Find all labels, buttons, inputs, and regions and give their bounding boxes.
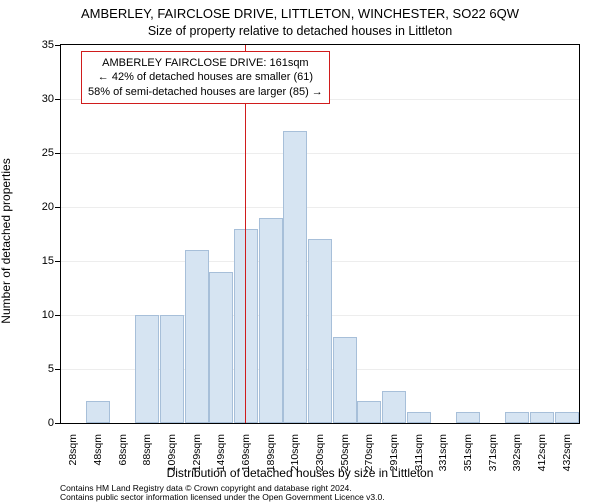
x-tick-label: 68sqm [117, 434, 129, 484]
x-tick-label: 250sqm [339, 434, 351, 484]
x-tick-label: 351sqm [462, 434, 474, 484]
histogram-bar [259, 218, 283, 423]
histogram-bar [135, 315, 159, 423]
footer-attribution: Contains HM Land Registry data © Crown c… [60, 484, 385, 502]
y-tick-label: 30 [24, 93, 54, 105]
x-tick-label: 210sqm [289, 434, 301, 484]
histogram-bar [86, 401, 110, 423]
plot-area: AMBERLEY FAIRCLOSE DRIVE: 161sqm ← 42% o… [60, 44, 580, 424]
y-tick-label: 20 [24, 201, 54, 213]
y-tick-mark [55, 369, 60, 370]
x-tick-label: 270sqm [363, 434, 375, 484]
chart-title-main: AMBERLEY, FAIRCLOSE DRIVE, LITTLETON, WI… [0, 6, 600, 21]
chart-title-sub: Size of property relative to detached ho… [0, 24, 600, 38]
y-axis-title: Number of detached properties [0, 158, 13, 323]
histogram-bar [333, 337, 357, 423]
x-tick-label: 331sqm [437, 434, 449, 484]
y-tick-label: 5 [24, 363, 54, 375]
x-tick-label: 412sqm [536, 434, 548, 484]
y-tick-label: 0 [24, 417, 54, 429]
annotation-line-1: AMBERLEY FAIRCLOSE DRIVE: 161sqm [88, 56, 323, 70]
x-tick-label: 189sqm [265, 434, 277, 484]
y-tick-label: 25 [24, 147, 54, 159]
x-tick-label: 392sqm [511, 434, 523, 484]
histogram-bar [185, 250, 209, 423]
histogram-bar [456, 412, 480, 423]
histogram-bar [530, 412, 554, 423]
histogram-bar [357, 401, 381, 423]
histogram-bar [308, 239, 332, 423]
annotation-line-2: ← 42% of detached houses are smaller (61… [88, 70, 323, 84]
histogram-bar [407, 412, 431, 423]
annotation-box: AMBERLEY FAIRCLOSE DRIVE: 161sqm ← 42% o… [81, 51, 330, 104]
y-tick-mark [55, 423, 60, 424]
footer-line-2: Contains public sector information licen… [60, 493, 385, 502]
grid-line [61, 153, 579, 154]
x-tick-label: 371sqm [487, 434, 499, 484]
x-tick-label: 109sqm [166, 434, 178, 484]
y-tick-mark [55, 261, 60, 262]
histogram-bar [234, 229, 258, 423]
y-tick-label: 15 [24, 255, 54, 267]
x-tick-label: 432sqm [561, 434, 573, 484]
x-tick-label: 169sqm [240, 434, 252, 484]
histogram-bar [382, 391, 406, 423]
y-tick-mark [55, 207, 60, 208]
y-tick-mark [55, 99, 60, 100]
histogram-bar [555, 412, 579, 423]
y-tick-label: 10 [24, 309, 54, 321]
y-tick-label: 35 [24, 39, 54, 51]
y-tick-mark [55, 315, 60, 316]
x-tick-label: 311sqm [413, 434, 425, 484]
x-tick-label: 48sqm [92, 434, 104, 484]
y-tick-mark [55, 153, 60, 154]
x-tick-label: 149sqm [215, 434, 227, 484]
x-tick-label: 129sqm [191, 434, 203, 484]
x-tick-label: 28sqm [67, 434, 79, 484]
histogram-bar [283, 131, 307, 423]
histogram-bar [505, 412, 529, 423]
x-tick-label: 230sqm [314, 434, 326, 484]
histogram-bar [209, 272, 233, 423]
histogram-bar [160, 315, 184, 423]
x-tick-label: 291sqm [388, 434, 400, 484]
x-tick-label: 88sqm [141, 434, 153, 484]
grid-line [61, 207, 579, 208]
annotation-line-3: 58% of semi-detached houses are larger (… [88, 85, 323, 99]
y-tick-mark [55, 45, 60, 46]
